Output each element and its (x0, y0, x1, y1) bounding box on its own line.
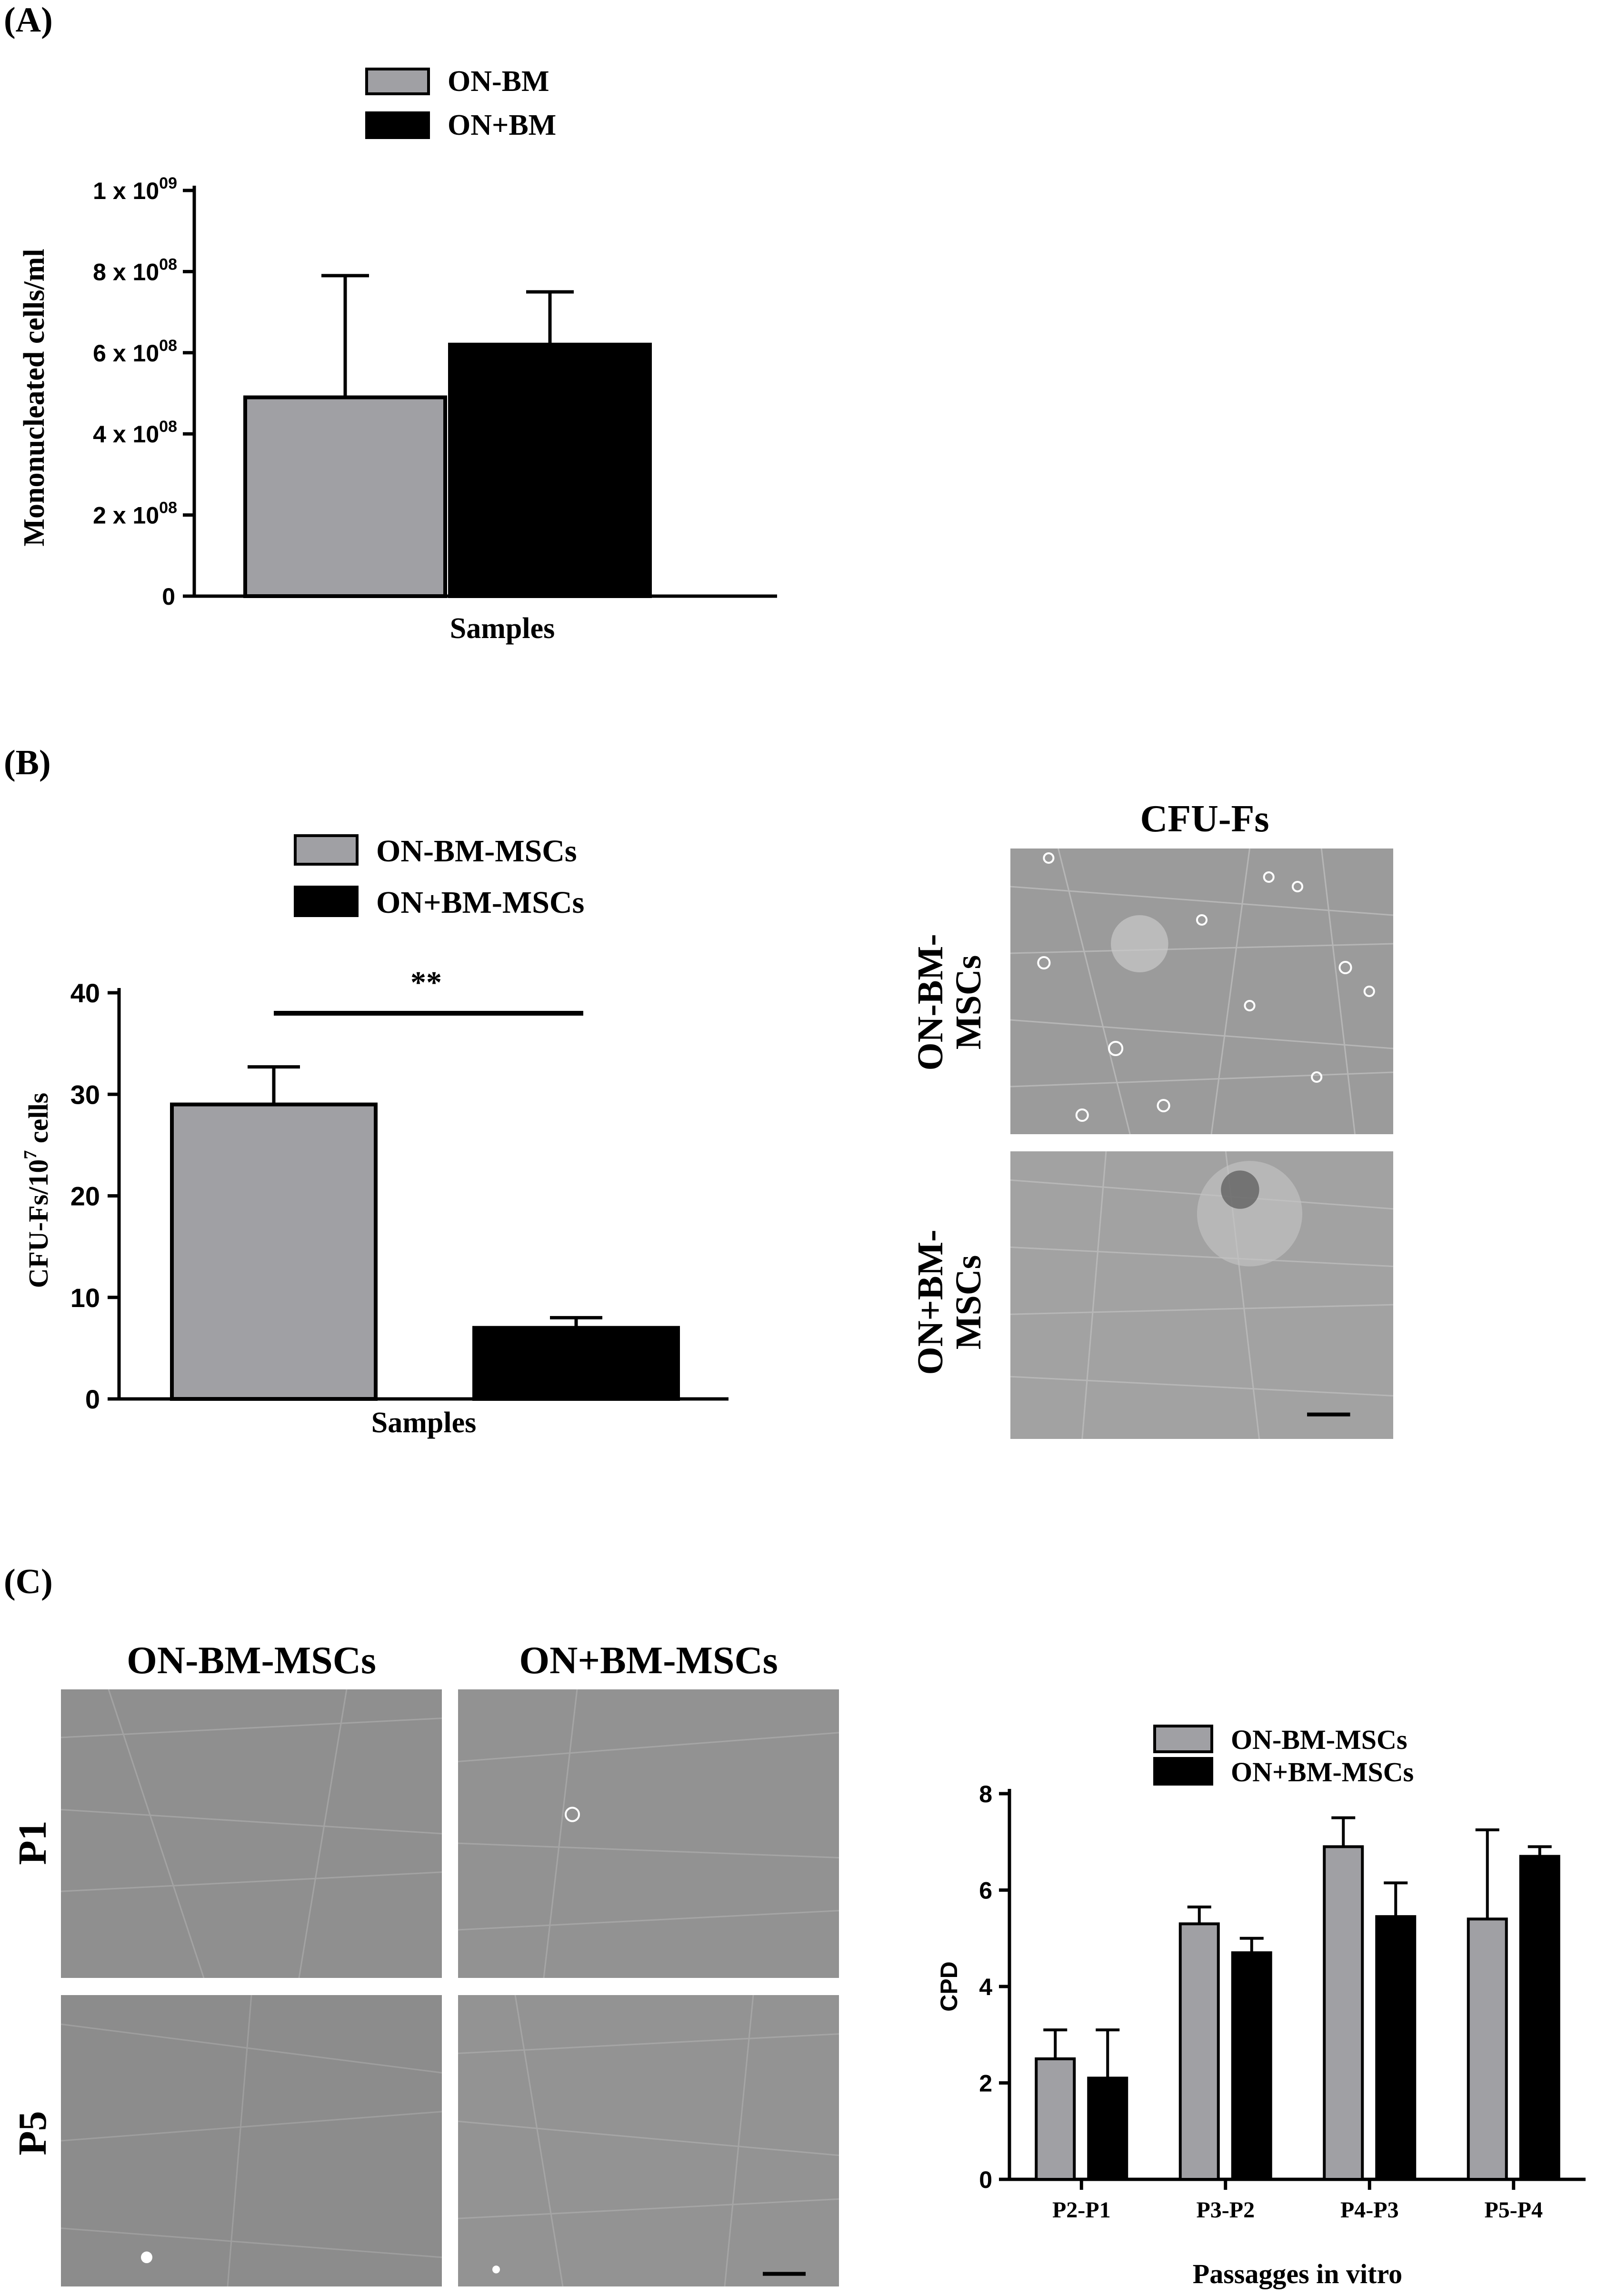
panel-b-label: (B) (4, 743, 51, 782)
bar-1-1 (1231, 1951, 1272, 2181)
y-axis-label: CPD (936, 1961, 962, 2012)
legend-swatch-1 (365, 111, 430, 139)
legend-swatch-1 (294, 886, 359, 917)
y-tick-label-4: 8 (979, 1781, 992, 1807)
cfu-fs-image-title: CFU-Fs (1140, 798, 1269, 840)
y-tick-label-2: 4 x 1008 (93, 418, 177, 448)
passage-row-label-p5: P5 (10, 2111, 55, 2156)
x-axis-label: Samples (371, 1407, 476, 1439)
y-axis-label: Mononucleated cells/ml (18, 249, 50, 546)
bar-0-0 (1035, 2057, 1076, 2181)
x-tick-label-3: P5-P4 (1484, 2197, 1543, 2223)
legend-label-1: ON+BM-MSCs (1231, 1757, 1414, 1787)
bar-1 (448, 342, 652, 598)
y-tick-label-4: 40 (70, 978, 100, 1008)
micrograph-cfu-on-plus-bm (1010, 1151, 1393, 1439)
legend-label-1: ON+BM-MSCs (376, 885, 584, 920)
bar-0 (243, 395, 447, 599)
panel-c-label: (C) (4, 1562, 53, 1601)
cfu-row-label-on-bm: ON-BM- MSCs (910, 934, 988, 1071)
bar-1-3 (1519, 1855, 1560, 2181)
bar-1 (472, 1326, 680, 1401)
panel-a-label: (A) (4, 0, 53, 40)
chart-a-mononucleated-cells: ON-BM ON+BM 0 2 x 1008 4 x 1008 6 x 1008 8 x 1… (18, 65, 777, 645)
passage-col-label-on-plus-bm: ON+BM-MSCs (519, 1638, 778, 1682)
y-tick-label-2: 20 (70, 1181, 100, 1211)
x-tick-label-0: P2-P1 (1052, 2197, 1111, 2223)
y-tick-label-0: 0 (979, 2166, 992, 2193)
y-tick-label-3: 6 (979, 1877, 992, 1904)
y-tick-label-5: 1 x 1009 (93, 174, 177, 204)
legend-swatch-0 (365, 68, 430, 95)
bar-0-1 (1178, 1922, 1220, 2181)
y-tick-label-1: 10 (70, 1283, 100, 1313)
chart-b-cfu-fs: ON-BM-MSCs ON+BM-MSCs 0 10 20 30 40 ** Samples CF… (20, 834, 729, 1439)
y-tick-label-0: 0 (162, 583, 175, 610)
micrograph-p1-on-bm (61, 1689, 442, 1978)
micrograph-p5-on-plus-bm (458, 1995, 839, 2286)
y-tick-label-3: 30 (70, 1079, 100, 1109)
bar-1-0 (1087, 2076, 1128, 2181)
y-tick-label-1: 2 x 1008 (93, 499, 177, 529)
micrograph-p5-on-bm (61, 1995, 442, 2286)
cfu-row-label-on-plus-bm: ON+BM- MSCs (910, 1229, 988, 1375)
bar-0-3 (1467, 1917, 1508, 2181)
legend-label-1: ON+BM (448, 109, 556, 141)
y-tick-label-0: 0 (85, 1384, 100, 1414)
x-tick-label-2: P4-P3 (1340, 2197, 1399, 2223)
y-axis-label: CFU-Fs/107 cells (20, 1093, 54, 1288)
x-axis-label: Samples (450, 612, 555, 645)
bar-1-2 (1375, 1915, 1417, 2181)
y-tick-label-1: 2 (979, 2070, 992, 2097)
y-tick-label-3: 6 x 1008 (93, 337, 177, 367)
significance-label: ** (410, 965, 442, 1000)
legend-label-0: ON-BM-MSCs (376, 834, 577, 868)
bar-0 (170, 1102, 378, 1401)
micrograph-cfu-on-bm (1010, 849, 1393, 1134)
passage-row-label-p1: P1 (10, 1820, 55, 1865)
bar-0-2 (1323, 1845, 1364, 2181)
y-tick-label-4: 8 x 1008 (93, 255, 177, 285)
legend-swatch-0 (294, 834, 359, 866)
micrograph-p1-on-plus-bm (458, 1689, 839, 1978)
legend-swatch-1 (1153, 1757, 1213, 1786)
x-axis-label: Passagges in vitro (1193, 2258, 1402, 2289)
legend-label-0: ON-BM-MSCs (1231, 1724, 1407, 1755)
y-tick-label-2: 4 (979, 1974, 992, 2000)
x-tick-label-1: P3-P2 (1196, 2197, 1255, 2223)
legend-label-0: ON-BM (448, 65, 549, 98)
legend-swatch-0 (1153, 1725, 1213, 1753)
passage-col-label-on-bm: ON-BM-MSCs (127, 1638, 376, 1682)
